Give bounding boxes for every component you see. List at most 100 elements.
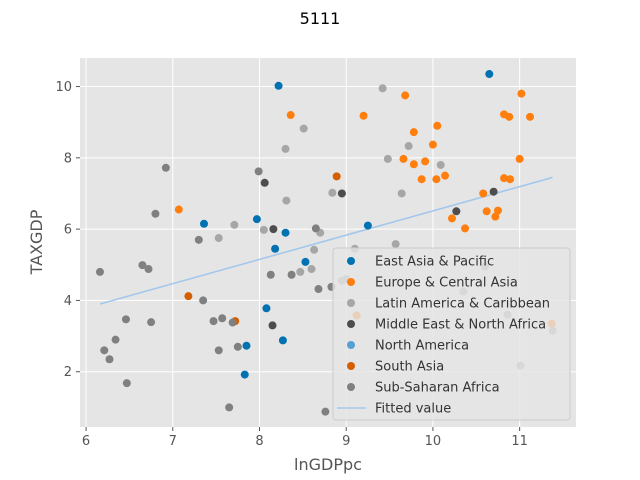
point-middle-east-north-africa [489,187,498,196]
point-south-asia [184,292,193,301]
point-latin-america-caribbean [404,142,413,151]
legend-marker [347,278,355,286]
y-tick-label: 2 [64,365,72,380]
point-sub-saharan-africa [311,224,320,233]
legend-marker [347,299,355,307]
point-latin-america-caribbean [281,144,290,153]
point-sub-saharan-africa [122,379,131,388]
point-middle-east-north-africa [269,225,278,234]
point-europe-central-asia [441,171,450,180]
legend-entry-label: South Asia [375,360,444,375]
legend-marker [347,257,355,265]
point-europe-central-asia [526,112,535,121]
point-latin-america-caribbean [436,160,445,169]
legend-box [332,247,571,421]
x-axis-ticks: 6 7 8 9 10 11 [82,427,528,449]
point-europe-central-asia [517,89,526,98]
point-latin-america-caribbean [214,234,223,243]
legend-marker [347,362,355,370]
point-sub-saharan-africa [287,270,296,279]
point-europe-central-asia [409,128,418,137]
point-sub-saharan-africa [100,346,109,355]
point-sub-saharan-africa [214,346,223,355]
point-sub-saharan-africa [147,318,156,327]
point-europe-central-asia [286,111,295,120]
y-tick-label: 6 [64,223,72,238]
point-east-asia-pacific [485,70,494,79]
point-latin-america-caribbean [310,245,319,254]
point-europe-central-asia [428,140,437,149]
point-sub-saharan-africa [199,296,208,305]
point-europe-central-asia [359,111,368,120]
point-latin-america-caribbean [299,124,308,133]
point-latin-america-caribbean [391,240,400,249]
y-axis-label: TAXGDP [27,209,46,275]
point-east-asia-pacific [200,219,208,228]
point-latin-america-caribbean [282,196,291,205]
point-sub-saharan-africa [266,270,275,279]
point-sub-saharan-africa [161,163,170,172]
point-latin-america-caribbean [378,84,387,93]
point-europe-central-asia [421,157,430,166]
point-sub-saharan-africa [218,314,227,323]
point-sub-saharan-africa [111,335,120,344]
point-east-asia-pacific [281,228,290,237]
point-sub-saharan-africa [225,403,234,412]
point-europe-central-asia [505,112,514,121]
x-tick-label: 6 [82,434,90,449]
legend-entry-label: Fitted value [375,402,451,417]
point-sub-saharan-africa [151,209,160,218]
legend-entry-label: Europe & Central Asia [375,276,518,291]
point-europe-central-asia [448,214,456,223]
legend-entry-label: East Asia & Pacific [375,255,494,270]
point-sub-saharan-africa [254,167,263,176]
fitted-value-line [99,176,553,305]
point-sub-saharan-africa [228,318,237,327]
point-europe-central-asia [461,224,470,233]
point-east-asia-pacific [363,221,372,230]
point-sub-saharan-africa [95,267,104,276]
y-tick-label: 10 [55,80,72,95]
point-europe-central-asia [417,175,426,184]
point-europe-central-asia [506,175,515,184]
point-europe-central-asia [433,121,442,130]
point-sub-saharan-africa [314,285,323,294]
point-east-asia-pacific [252,215,261,224]
point-europe-central-asia [515,154,524,163]
y-tick-label: 4 [64,294,72,309]
x-tick-label: 11 [511,434,528,449]
point-europe-central-asia [399,154,408,163]
x-tick-label: 8 [255,434,263,449]
x-tick-label: 7 [169,434,177,449]
point-europe-central-asia [401,91,410,100]
point-middle-east-north-africa [260,178,269,187]
point-europe-central-asia [500,174,509,183]
x-tick-label: 10 [425,434,442,449]
y-axis-ticks: 2 4 6 8 10 [55,80,80,380]
point-south-asia [332,172,341,181]
point-latin-america-caribbean [397,189,406,198]
point-latin-america-caribbean [259,225,268,234]
point-sub-saharan-africa [233,342,242,351]
point-latin-america-caribbean [307,265,316,274]
point-sub-saharan-africa [144,265,153,274]
point-east-asia-pacific [271,244,280,253]
point-middle-east-north-africa [452,207,461,216]
point-europe-central-asia [174,205,183,214]
y-tick-label: 8 [64,151,72,166]
point-middle-east-north-africa [268,321,277,330]
point-latin-america-caribbean [230,220,239,229]
legend-entry-label: Sub-Saharan Africa [375,381,500,396]
legend-entry-label: Latin America & Caribbean [375,297,550,312]
point-east-asia-pacific [301,257,310,266]
x-tick-label: 9 [342,434,350,449]
point-europe-central-asia [432,175,441,184]
legend-marker [347,341,355,349]
point-europe-central-asia [409,160,418,169]
point-east-asia-pacific [240,370,249,379]
point-east-asia-pacific [274,81,283,90]
point-sub-saharan-africa [138,261,147,270]
point-east-asia-pacific [242,341,251,350]
x-axis-label: lnGDPpc [294,455,362,474]
fitted-line-layer [99,176,553,305]
